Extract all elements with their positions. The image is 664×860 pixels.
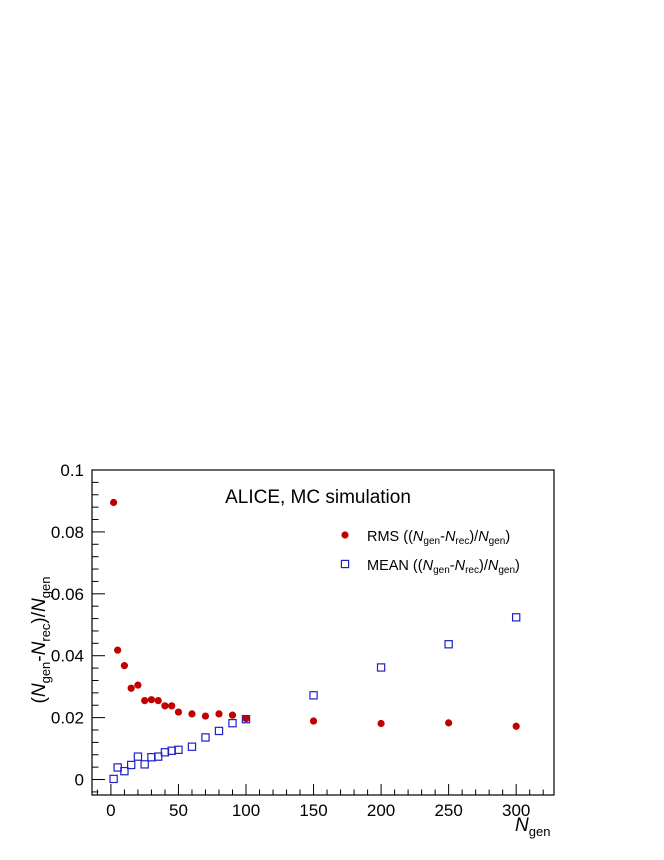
y-tick-label: 0.08: [51, 523, 84, 542]
mean-point: [228, 718, 237, 728]
rms-point: [120, 662, 129, 670]
x-tick-label: 50: [169, 801, 188, 820]
rms-point: [228, 711, 237, 719]
x-tick-label: 150: [299, 801, 327, 820]
mean-point: [120, 766, 129, 776]
mean-point: [133, 752, 143, 761]
mean-point: [113, 763, 122, 772]
mean-point: [140, 760, 149, 769]
y-tick-label: 0.02: [51, 709, 84, 728]
ticks: [92, 469, 544, 795]
legend-mean-marker: [340, 559, 350, 569]
y-tick-label: 0.06: [51, 585, 84, 604]
x-tick-label: 0: [106, 801, 115, 820]
rms-point: [168, 702, 176, 710]
legend-entry-mean: MEAN ((Ngen-Nrec)/Ngen): [367, 558, 520, 576]
mean-point: [153, 752, 163, 761]
chart-title: ALICE, MC simulation: [225, 487, 411, 508]
rms-point: [114, 646, 122, 654]
mean-point: [187, 742, 197, 751]
x-tick-label: 250: [434, 801, 462, 820]
rms-point: [188, 710, 196, 718]
mean-point: [201, 733, 210, 742]
mean-point: [147, 753, 156, 762]
rms-point: [377, 719, 385, 728]
y-tick-label: 0.04: [51, 647, 84, 666]
rms-point: [161, 702, 169, 710]
rms-point: [512, 722, 520, 730]
y-axis-label: (Ngen-Nrec)/Ngen: [29, 577, 53, 704]
rms-point: [110, 498, 118, 507]
x-tick-label: 300: [502, 801, 530, 820]
rms-point: [242, 714, 250, 723]
legend-rms-marker: [341, 531, 349, 539]
x-axis-label: Ngen: [515, 815, 550, 839]
mean-point: [376, 663, 386, 672]
rms-point: [154, 696, 162, 705]
mean-point: [167, 746, 176, 755]
rms-point: [174, 708, 183, 716]
mean-point: [309, 691, 318, 700]
x-tick-label: 200: [367, 801, 395, 820]
rms-point: [147, 696, 156, 704]
mean-point: [511, 613, 521, 622]
rms-point: [134, 681, 142, 689]
mean-point: [126, 760, 136, 770]
plot-frame: [91, 469, 555, 796]
y-tick-label: 0.1: [60, 461, 84, 480]
mean-point: [174, 745, 183, 755]
mean-point: [214, 726, 224, 736]
rms-point: [127, 684, 135, 692]
marks: [109, 498, 521, 784]
rms-point: [141, 696, 149, 705]
y-tick-label: 0: [75, 771, 84, 790]
legend-markers: [340, 531, 350, 569]
rms-point: [201, 712, 210, 720]
mean-point: [109, 774, 118, 784]
legend-entry-rms: RMS ((Ngen-Nrec)/Ngen): [367, 529, 510, 547]
mean-point: [160, 748, 170, 757]
rms-point: [445, 719, 453, 727]
tick-labels: 0 50 100 150 200 250 300 0 0.02 0.04 0.06 0.08 0.1: [51, 461, 530, 820]
rms-point: [215, 710, 223, 718]
legend: RMS ((Ngen-Nrec)/Ngen) MEAN ((Ngen-Nrec)…: [340, 529, 520, 576]
mean-point: [444, 640, 453, 649]
rms-point: [309, 717, 318, 725]
x-tick-label: 100: [232, 801, 260, 820]
